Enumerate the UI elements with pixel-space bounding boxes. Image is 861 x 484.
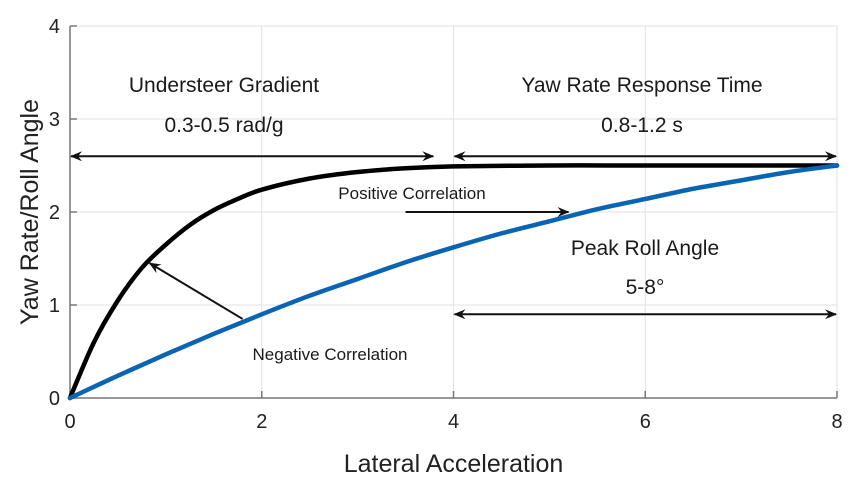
- series-line-roll-angle: [67, 163, 840, 401]
- axes: [69, 25, 838, 399]
- series-line-yaw-rate: [67, 163, 840, 401]
- annotation-understeer: Understeer Gradient 0.3-0.5 rad/g: [70, 74, 435, 162]
- y-tick-label: 2: [49, 202, 60, 224]
- x-tick-label: 2: [256, 411, 267, 433]
- x-tick-label: 8: [831, 411, 842, 433]
- y-tick-label: 0: [49, 388, 60, 410]
- tick-labels: 0 2 4 6 8 0 1 2 3 4: [49, 16, 843, 433]
- x-tick-label: 4: [448, 411, 459, 433]
- annotation-text: Peak Roll Angle: [571, 237, 719, 260]
- annotation-text: 0.8-1.2 s: [601, 114, 683, 137]
- y-axis-title: Yaw Rate/Roll Angle: [16, 99, 44, 325]
- y-tick-label: 1: [49, 295, 60, 317]
- annotation-text: Negative Correlation: [253, 345, 408, 364]
- annotation-text: Yaw Rate Response Time: [521, 74, 762, 97]
- annotation-negative-correlation: Negative Correlation: [148, 262, 408, 364]
- annotation-peak-roll: Peak Roll Angle 5-8°: [453, 237, 837, 320]
- annotation-text: 0.3-0.5 rad/g: [164, 114, 283, 137]
- y-tick-label: 3: [49, 109, 60, 131]
- series-layer: [67, 163, 840, 401]
- annotation-text: Understeer Gradient: [129, 74, 319, 97]
- annotation-yaw-response: Yaw Rate Response Time 0.8-1.2 s: [453, 74, 837, 162]
- annotation-text: 5-8°: [626, 276, 665, 299]
- x-tick-label: 6: [640, 411, 651, 433]
- annotation-positive-correlation: Positive Correlation: [338, 184, 570, 217]
- annotations-layer: Understeer Gradient 0.3-0.5 rad/g Yaw Rate…: [70, 74, 837, 364]
- annotation-arrow: [148, 262, 244, 320]
- x-tick-label: 0: [64, 411, 75, 433]
- annotation-text: Positive Correlation: [338, 184, 485, 203]
- x-axis-title: Lateral Acceleration: [344, 450, 564, 478]
- y-tick-label: 4: [49, 16, 60, 38]
